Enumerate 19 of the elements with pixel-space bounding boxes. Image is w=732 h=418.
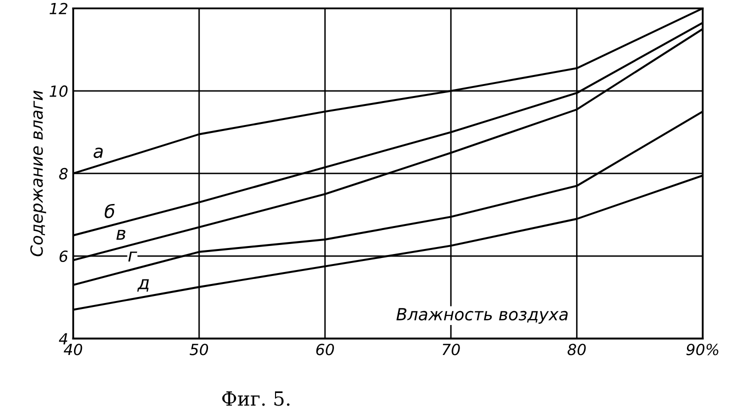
y-tick-label: 10 (50, 85, 68, 97)
x-tick-label: 80 (568, 344, 586, 356)
x-tick-label: 90% (686, 344, 718, 356)
x-tick-label: 50 (190, 344, 208, 356)
series-label: б (104, 204, 115, 218)
x-tick-label: 40 (64, 344, 82, 356)
series-label: а (94, 148, 103, 158)
y-tick-label: 4 (58, 333, 68, 344)
text: Фиг. 5. (222, 391, 290, 406)
x-tick-label: 70 (442, 344, 460, 356)
series-label: в (116, 230, 126, 240)
y-tick-label: 6 (60, 250, 68, 262)
series-label: д (137, 279, 149, 292)
y-tick-label: 8 (59, 168, 68, 180)
x-axis-title: Влажность воздуха (396, 308, 568, 324)
series-label: г (128, 252, 138, 262)
x-tick-label: 60 (316, 344, 334, 356)
y-axis-title: Содержание влаги (30, 90, 46, 256)
y-tick-label: 12 (50, 2, 68, 14)
